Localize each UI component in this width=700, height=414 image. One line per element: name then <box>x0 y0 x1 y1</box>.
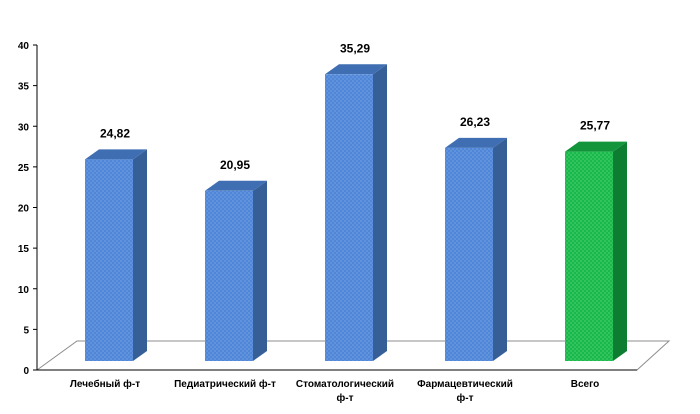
bar-side <box>253 180 267 361</box>
data-label: 35,29 <box>340 41 370 55</box>
bar-side <box>493 137 507 361</box>
bar-side <box>373 64 387 362</box>
x-tick-label: Стоматологический <box>296 379 394 390</box>
data-label: 26,23 <box>460 115 490 129</box>
y-tick-label: 25 <box>18 163 30 174</box>
bar <box>325 64 387 362</box>
bar-side <box>613 141 627 361</box>
x-tick-label: ф-т <box>337 392 354 404</box>
bar <box>565 141 627 361</box>
bar-top <box>85 149 147 160</box>
x-axis-labels: Лечебный ф-т Педиатрический ф-т Стоматолог… <box>70 378 599 404</box>
data-labels: 24,82 20,95 35,29 26,23 25,77 <box>100 41 610 172</box>
y-tick-label: 0 <box>23 366 29 377</box>
bar-series <box>85 64 627 362</box>
y-tick-label: 5 <box>23 325 29 336</box>
bar <box>205 180 267 361</box>
bar-top <box>565 141 627 152</box>
bar-front <box>205 190 253 361</box>
bar <box>85 149 147 361</box>
data-label: 20,95 <box>220 158 250 172</box>
bar-front <box>325 74 373 362</box>
data-label: 25,77 <box>580 119 610 133</box>
bar-front <box>85 159 133 361</box>
data-label: 24,82 <box>100 126 130 140</box>
bar-front <box>445 147 493 361</box>
y-tick-label: 35 <box>18 82 30 93</box>
x-tick-label: Педиатрический ф-т <box>174 378 276 390</box>
x-tick-label: ф-т <box>457 392 474 404</box>
x-tick-label: Всего <box>571 379 600 390</box>
x-tick-label: Фармацевтический <box>417 379 513 390</box>
y-tick-label: 20 <box>18 204 30 215</box>
bar <box>445 137 507 361</box>
bar-front <box>565 151 613 361</box>
y-tick-label: 40 <box>18 41 30 52</box>
y-axis: 0 5 10 15 20 25 30 35 40 <box>18 41 637 377</box>
y-tick-label: 30 <box>18 122 30 133</box>
bar-top <box>325 64 387 75</box>
bar-top <box>205 180 267 191</box>
bar-top <box>445 137 507 148</box>
y-tick-label: 15 <box>18 244 30 255</box>
x-tick-label: Лечебный ф-т <box>70 378 140 390</box>
bar-side <box>133 149 147 361</box>
y-tick-label: 10 <box>18 285 30 296</box>
